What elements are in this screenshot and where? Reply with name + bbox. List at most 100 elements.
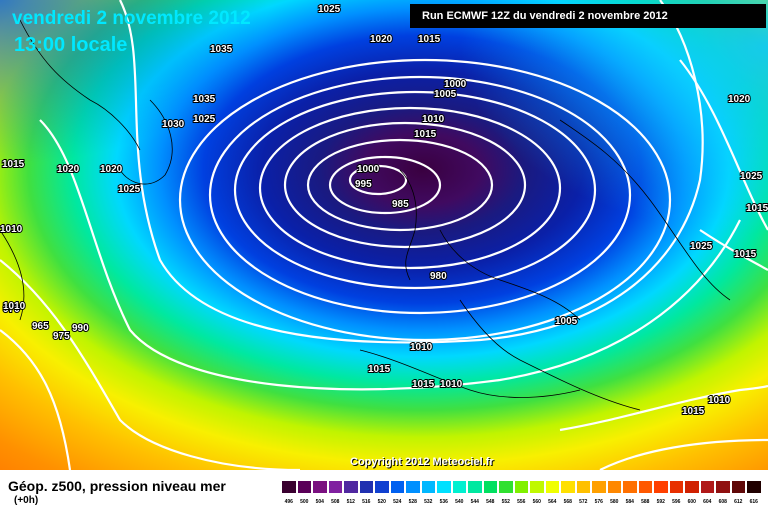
- color-scale-swatch: [606, 480, 622, 494]
- isobar-lines: [0, 0, 768, 470]
- isobar-label: 1010: [708, 395, 731, 406]
- isobar-label: 1015: [414, 129, 437, 140]
- color-scale-tick: 616: [749, 499, 758, 505]
- color-scale-swatch: [405, 480, 421, 494]
- weather-map: 1025 1035 1020 1015 1035 1030 1025 1015 1020 1020…: [0, 0, 768, 470]
- weather-map-canvas: 1025 1035 1020 1015 1035 1030 1025 1015 1020 1020…: [0, 0, 768, 470]
- color-scale-swatch: [436, 480, 452, 494]
- color-scale-swatch: [653, 480, 669, 494]
- color-scale-tick: 544: [470, 499, 479, 505]
- color-scale-swatch: [622, 480, 638, 494]
- color-scale-tick: 524: [393, 499, 402, 505]
- color-scale-swatch: [296, 480, 312, 494]
- parameter-label: Géop. z500, pression niveau mer: [8, 478, 226, 494]
- isobar-label: 1015: [734, 249, 757, 260]
- color-scale-tick: 500: [300, 499, 309, 505]
- isobar-label: 1015: [368, 364, 391, 375]
- color-scale-swatch: [637, 480, 653, 494]
- color-scale-swatch: [482, 480, 498, 494]
- isobar-label: 1010: [3, 301, 26, 312]
- color-scale-ticks: 496 500 504 508 512 516 520 524 528 532 536 540 544 5…: [281, 499, 762, 505]
- isobar-label: 1000: [357, 164, 380, 175]
- color-scale-tick: 568: [563, 499, 572, 505]
- isobar-label: 995: [355, 179, 372, 190]
- color-scale-swatch: [591, 480, 607, 494]
- forecast-step-label: (+0h): [14, 495, 39, 506]
- isobar-label: 1030: [162, 119, 185, 130]
- color-scale-swatch: [327, 480, 343, 494]
- map-date-title: vendredi 2 novembre 2012: [12, 8, 251, 29]
- isobar-label: 1020: [57, 164, 80, 175]
- coastlines: [0, 19, 731, 411]
- isobar-label: 1035: [210, 44, 233, 55]
- isobar-label: 980: [430, 271, 447, 282]
- color-scale-tick: 596: [672, 499, 681, 505]
- color-scale-swatch: [575, 480, 591, 494]
- color-scale-tick: 552: [501, 499, 510, 505]
- isobar-label: 1015: [418, 34, 441, 45]
- isobar-label: 990: [72, 323, 89, 334]
- color-scale-tick: 508: [331, 499, 340, 505]
- color-scale: [281, 480, 762, 494]
- color-scale-tick: 600: [687, 499, 696, 505]
- color-scale-swatch: [513, 480, 529, 494]
- color-scale-swatch: [746, 480, 762, 494]
- color-scale-tick: 584: [625, 499, 634, 505]
- color-scale-swatch: [374, 480, 390, 494]
- color-scale-tick: 536: [439, 499, 448, 505]
- color-scale-swatch: [544, 480, 560, 494]
- isobar-label: 1025: [118, 184, 141, 195]
- isobar-label: 1015: [2, 159, 25, 170]
- color-scale-swatch: [281, 480, 297, 494]
- isobar-label: 1000: [444, 79, 467, 90]
- isobar-label: 1020: [100, 164, 123, 175]
- color-scale-tick: 604: [703, 499, 712, 505]
- color-scale-swatch: [560, 480, 576, 494]
- color-scale-swatch: [529, 480, 545, 494]
- color-scale-swatch: [467, 480, 483, 494]
- color-scale-swatch: [312, 480, 328, 494]
- color-scale-tick: 564: [548, 499, 557, 505]
- color-scale-swatch: [420, 480, 436, 494]
- isobar-label: 1015: [746, 203, 768, 214]
- isobar-label: 1010: [410, 342, 433, 353]
- color-scale-tick: 556: [517, 499, 526, 505]
- color-scale-tick: 548: [486, 499, 495, 505]
- isobar-label: 985: [392, 199, 409, 210]
- color-scale-swatch: [684, 480, 700, 494]
- isobar-label: 1025: [740, 171, 763, 182]
- copyright-text: Copyright 2012 Meteociel.fr: [350, 456, 494, 468]
- color-scale-swatch: [358, 480, 374, 494]
- color-scale-tick: 528: [408, 499, 417, 505]
- isobar-label: 1015: [682, 406, 705, 417]
- isobar-label: 1015: [412, 379, 435, 390]
- color-scale-tick: 560: [532, 499, 541, 505]
- color-scale-tick: 608: [718, 499, 727, 505]
- isobar-label: 1005: [434, 89, 457, 100]
- isobar-label: 1005: [555, 316, 578, 327]
- color-scale-tick: 532: [424, 499, 433, 505]
- color-scale-swatch: [343, 480, 359, 494]
- color-scale-tick: 540: [455, 499, 464, 505]
- color-scale-tick: 612: [734, 499, 743, 505]
- isobar-label: 1035: [193, 94, 216, 105]
- isobar-label: 970: [3, 304, 20, 315]
- isobar-label: 1020: [370, 34, 393, 45]
- color-scale-swatch: [668, 480, 684, 494]
- isobar-label: 1010: [440, 379, 463, 390]
- color-scale-tick: 520: [377, 499, 386, 505]
- isobar-labels: 1025 1035 1020 1015 1035 1030 1025 1015 1020 1020…: [0, 3, 768, 418]
- color-scale-tick: 580: [610, 499, 619, 505]
- color-scale-tick: 504: [315, 499, 324, 505]
- color-scale-tick: 592: [656, 499, 665, 505]
- color-scale-tick: 496: [284, 499, 293, 505]
- isobar-label: 975: [53, 331, 70, 342]
- color-scale-tick: 512: [346, 499, 355, 505]
- isobar-label: 965: [32, 321, 49, 332]
- color-scale-swatch: [715, 480, 731, 494]
- color-scale-swatch: [389, 480, 405, 494]
- isobar-label: 1025: [318, 4, 341, 15]
- color-scale-swatch: [451, 480, 467, 494]
- color-scale-swatch: [498, 480, 514, 494]
- color-scale-swatch: [730, 480, 746, 494]
